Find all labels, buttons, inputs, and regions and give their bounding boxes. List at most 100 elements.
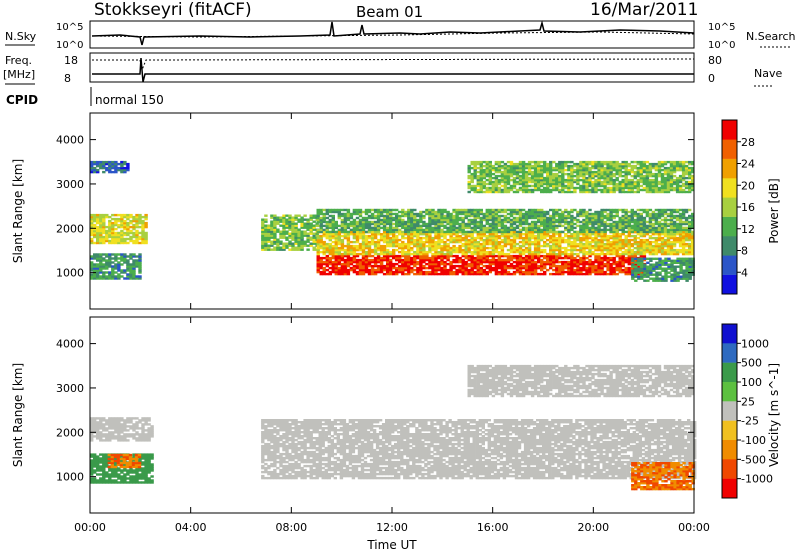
heatmap-cell bbox=[261, 222, 265, 225]
noise-panel: N.Sky N.Search 10^5 10^0 10^5 10^0 bbox=[5, 20, 796, 51]
heatmap-cell bbox=[588, 272, 592, 276]
heatmap-cell bbox=[392, 238, 396, 242]
heatmap-cell bbox=[624, 212, 628, 216]
heatmap-cell bbox=[434, 248, 438, 252]
heatmap-cell bbox=[93, 267, 97, 270]
heatmap-cell bbox=[594, 246, 598, 250]
heatmap-cell bbox=[606, 248, 610, 252]
heatmap-cell bbox=[672, 226, 677, 230]
heatmap-cell bbox=[99, 215, 103, 219]
heatmap-cell bbox=[312, 216, 316, 219]
heatmap-cell bbox=[546, 254, 550, 258]
heatmap-cell bbox=[114, 267, 118, 270]
heatmap-cell bbox=[485, 212, 489, 216]
heatmap-cell bbox=[555, 168, 559, 172]
heatmap-cell bbox=[422, 220, 426, 224]
heatmap-cell bbox=[364, 220, 369, 224]
heatmap-cell bbox=[506, 216, 511, 220]
heatmap-cell bbox=[138, 235, 142, 239]
heatmap-cell bbox=[294, 218, 298, 221]
heatmap-cell bbox=[491, 233, 496, 236]
heatmap-cell bbox=[633, 258, 637, 262]
heatmap-cell bbox=[129, 215, 133, 219]
heatmap-cell bbox=[437, 210, 441, 214]
heatmap-cell bbox=[437, 264, 441, 268]
heatmap-cell bbox=[398, 218, 402, 222]
heatmap-cell bbox=[666, 242, 671, 246]
heatmap-cell bbox=[494, 268, 499, 272]
heatmap-cell bbox=[358, 212, 363, 216]
heatmap-cell bbox=[618, 190, 622, 194]
heatmap-cell bbox=[497, 222, 502, 226]
heatmap-cell bbox=[645, 244, 650, 248]
heatmap-cell bbox=[660, 222, 665, 226]
heatmap-cell bbox=[126, 275, 130, 278]
heatmap-cell bbox=[379, 222, 384, 226]
heatmap-cell bbox=[521, 174, 526, 178]
heatmap-cell bbox=[585, 252, 589, 256]
heatmap-cell bbox=[660, 218, 665, 222]
heatmap-cell bbox=[343, 222, 348, 226]
date-title: 16/Mar/2011 bbox=[590, 0, 698, 20]
heatmap-cell bbox=[373, 256, 378, 260]
heatmap-cell bbox=[549, 246, 553, 250]
heatmap-cell bbox=[588, 212, 592, 216]
heatmap-cell bbox=[343, 214, 348, 218]
heatmap-cell bbox=[585, 182, 589, 186]
heatmap-cell bbox=[648, 170, 653, 174]
heatmap-cell bbox=[651, 186, 656, 190]
heatmap-cell bbox=[422, 242, 426, 246]
heatmap-cell bbox=[621, 164, 625, 168]
heatmap-cell bbox=[672, 244, 677, 248]
heatmap-cell bbox=[419, 260, 423, 264]
heatmap-cell bbox=[138, 269, 142, 272]
heatmap-cell bbox=[681, 210, 686, 214]
heatmap-cell bbox=[645, 228, 650, 232]
heatmap-cell bbox=[264, 234, 268, 237]
heatmap-cell bbox=[645, 248, 650, 252]
heatmap-cell bbox=[96, 265, 100, 268]
heatmap-cell bbox=[533, 238, 538, 242]
heatmap-cell bbox=[261, 236, 265, 239]
heatmap-cell bbox=[334, 238, 338, 242]
heatmap-cell bbox=[691, 252, 695, 256]
heatmap-cell bbox=[90, 225, 94, 229]
heatmap-cell bbox=[503, 178, 508, 182]
heatmap-cell bbox=[93, 231, 97, 235]
heatmap-cell bbox=[470, 230, 474, 234]
heatmap-cell bbox=[132, 231, 136, 235]
heatmap-cell bbox=[309, 214, 313, 217]
heatmap-cell bbox=[582, 244, 586, 248]
heatmap-cell bbox=[102, 162, 106, 166]
heatmap-cell bbox=[500, 190, 505, 194]
heatmap-cell bbox=[582, 248, 586, 252]
heatmap-cell bbox=[361, 226, 366, 230]
heatmap-cell bbox=[624, 160, 628, 164]
heatmap-cell bbox=[261, 226, 265, 229]
heatmap-cell bbox=[537, 170, 541, 174]
heatmap-cell bbox=[558, 264, 562, 268]
heatmap-cell bbox=[624, 272, 628, 276]
heatmap-cell bbox=[276, 238, 280, 241]
heatmap-cell bbox=[349, 256, 354, 260]
heatmap-cell bbox=[322, 242, 326, 246]
heatmap-cell bbox=[476, 226, 480, 230]
heatmap-cell bbox=[567, 228, 571, 232]
heatmap-cell bbox=[337, 262, 341, 266]
heatmap-cell bbox=[561, 236, 565, 240]
heatmap-cell bbox=[494, 233, 499, 236]
heatmap-cell bbox=[564, 250, 568, 254]
heatmap-cell bbox=[645, 230, 650, 234]
heatmap-cell bbox=[633, 166, 637, 170]
heatmap-cell bbox=[288, 224, 292, 227]
heatmap-cell bbox=[503, 262, 508, 266]
heatmap-cell bbox=[422, 228, 426, 232]
heatmap-cell bbox=[524, 254, 529, 258]
heatmap-cell bbox=[325, 234, 329, 238]
heatmap-cell bbox=[379, 258, 384, 262]
heatmap-cell bbox=[90, 257, 94, 260]
heatmap-cell bbox=[343, 208, 348, 212]
heatmap-cell bbox=[261, 218, 265, 221]
heatmap-cell bbox=[108, 162, 112, 166]
heatmap-cell bbox=[437, 228, 441, 232]
